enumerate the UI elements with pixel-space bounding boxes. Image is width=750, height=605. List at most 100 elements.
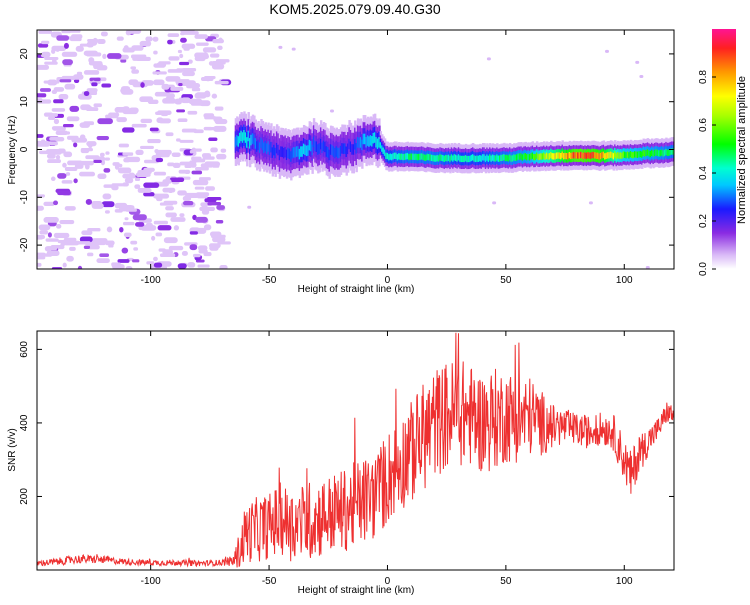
heatmap-cell <box>80 148 90 154</box>
heatmap-cell <box>189 149 197 154</box>
heatmap-cell <box>452 155 455 162</box>
heatmap-cell <box>106 53 122 59</box>
heatmap-cell <box>96 135 110 141</box>
heatmap-cell <box>87 252 94 257</box>
heatmap-cell <box>311 144 314 156</box>
x-tick-label: -50 <box>262 576 277 587</box>
heatmap-cell <box>149 127 159 132</box>
heatmap-cell <box>248 138 252 149</box>
heatmap-cell <box>211 234 226 238</box>
snr-y-axis-label: SNR (v/v) <box>7 428 18 471</box>
heatmap-cell <box>638 151 641 158</box>
heatmap-cell <box>177 49 182 54</box>
heatmap-cell <box>58 94 69 100</box>
heatmap-cell <box>430 154 434 162</box>
heatmap-cell <box>575 152 579 159</box>
heatmap-cell <box>381 145 384 152</box>
heatmap-cell <box>285 149 289 161</box>
heatmap-cell <box>197 195 208 199</box>
heatmap-cell <box>318 143 321 154</box>
heatmap-cell <box>44 56 59 60</box>
heatmap-cell <box>205 77 211 82</box>
heatmap-cell <box>208 243 221 249</box>
heatmap-cell <box>211 63 225 70</box>
heatmap-cell <box>622 151 625 158</box>
heatmap-cell <box>608 152 611 159</box>
heatmap-cell <box>103 184 115 188</box>
heatmap-cell <box>440 154 444 162</box>
heatmap-cell <box>37 262 42 267</box>
heatmap-cell <box>99 253 110 257</box>
heatmap-cell <box>176 109 185 113</box>
heatmap-cell <box>537 153 540 161</box>
heatmap-cell <box>120 88 125 94</box>
heatmap-cell <box>543 152 546 159</box>
heatmap-cell <box>181 251 188 256</box>
heatmap-cell <box>395 152 398 160</box>
heatmap-cell <box>351 144 354 155</box>
heatmap-cell <box>646 149 650 156</box>
heatmap-cell <box>118 163 123 168</box>
heatmap-cell <box>196 42 209 46</box>
heatmap-cell <box>555 152 559 159</box>
heatmap-cell <box>203 113 215 118</box>
heatmap-cell <box>156 196 163 202</box>
heatmap-cell <box>39 230 49 235</box>
heatmap-cell <box>79 134 86 140</box>
heatmap-cell <box>385 152 388 159</box>
heatmap-cell <box>344 143 347 154</box>
heatmap-cell <box>484 155 488 163</box>
heatmap-cell <box>194 186 205 190</box>
heatmap-cell <box>331 144 334 156</box>
heatmap-cell <box>73 142 78 148</box>
heatmap-cell <box>208 137 218 142</box>
heatmap-cell <box>174 98 183 105</box>
heatmap-cell <box>267 141 270 152</box>
heatmap-cell <box>93 159 102 164</box>
heatmap-cell <box>498 155 502 162</box>
heatmap-cell <box>574 152 577 159</box>
heatmap-cell <box>159 152 170 158</box>
heatmap-cell <box>45 238 59 242</box>
heatmap-cell <box>178 169 187 174</box>
heatmap-cell <box>506 154 509 161</box>
heatmap-cell <box>561 151 564 158</box>
heatmap-cell <box>375 136 378 148</box>
heatmap-cell <box>37 255 46 260</box>
heatmap-cell <box>334 147 337 159</box>
heatmap-cell <box>130 54 147 59</box>
heatmap-cell <box>663 149 667 157</box>
heatmap-cell <box>76 71 83 76</box>
heatmap-cell <box>393 152 397 159</box>
heatmap-cell <box>81 230 93 236</box>
heatmap-cell <box>55 224 62 229</box>
heatmap-cell <box>307 145 310 156</box>
heatmap-cell <box>666 149 670 156</box>
heatmap-cell <box>55 46 60 52</box>
colorbar-tick-label: 0.8 <box>698 70 709 84</box>
heatmap-cell <box>191 87 201 92</box>
heatmap-cell <box>251 133 255 144</box>
heatmap-cell <box>388 154 391 161</box>
heatmap-cell <box>554 153 557 160</box>
heatmap-cell <box>665 148 668 156</box>
heatmap-cell <box>215 220 224 224</box>
heatmap-cell <box>298 148 302 160</box>
heatmap-cell <box>83 91 90 96</box>
x-tick-label: 0 <box>385 576 391 587</box>
x-tick-label: -100 <box>141 576 161 587</box>
heatmap-cell <box>629 151 633 158</box>
heatmap-cell <box>122 152 134 156</box>
heatmap-cell <box>119 227 124 233</box>
heatmap-cell <box>352 144 356 155</box>
heatmap-cell <box>578 152 581 159</box>
spectrogram-x-ticks: -100 -50 0 50 100 <box>141 30 633 286</box>
heatmap-cell <box>322 140 326 152</box>
heatmap-cell <box>645 265 650 269</box>
heatmap-cell <box>362 133 365 145</box>
heatmap-cell <box>59 79 72 83</box>
heatmap-cell <box>114 209 123 213</box>
heatmap-cell <box>335 146 338 157</box>
heatmap-cell <box>203 224 212 231</box>
